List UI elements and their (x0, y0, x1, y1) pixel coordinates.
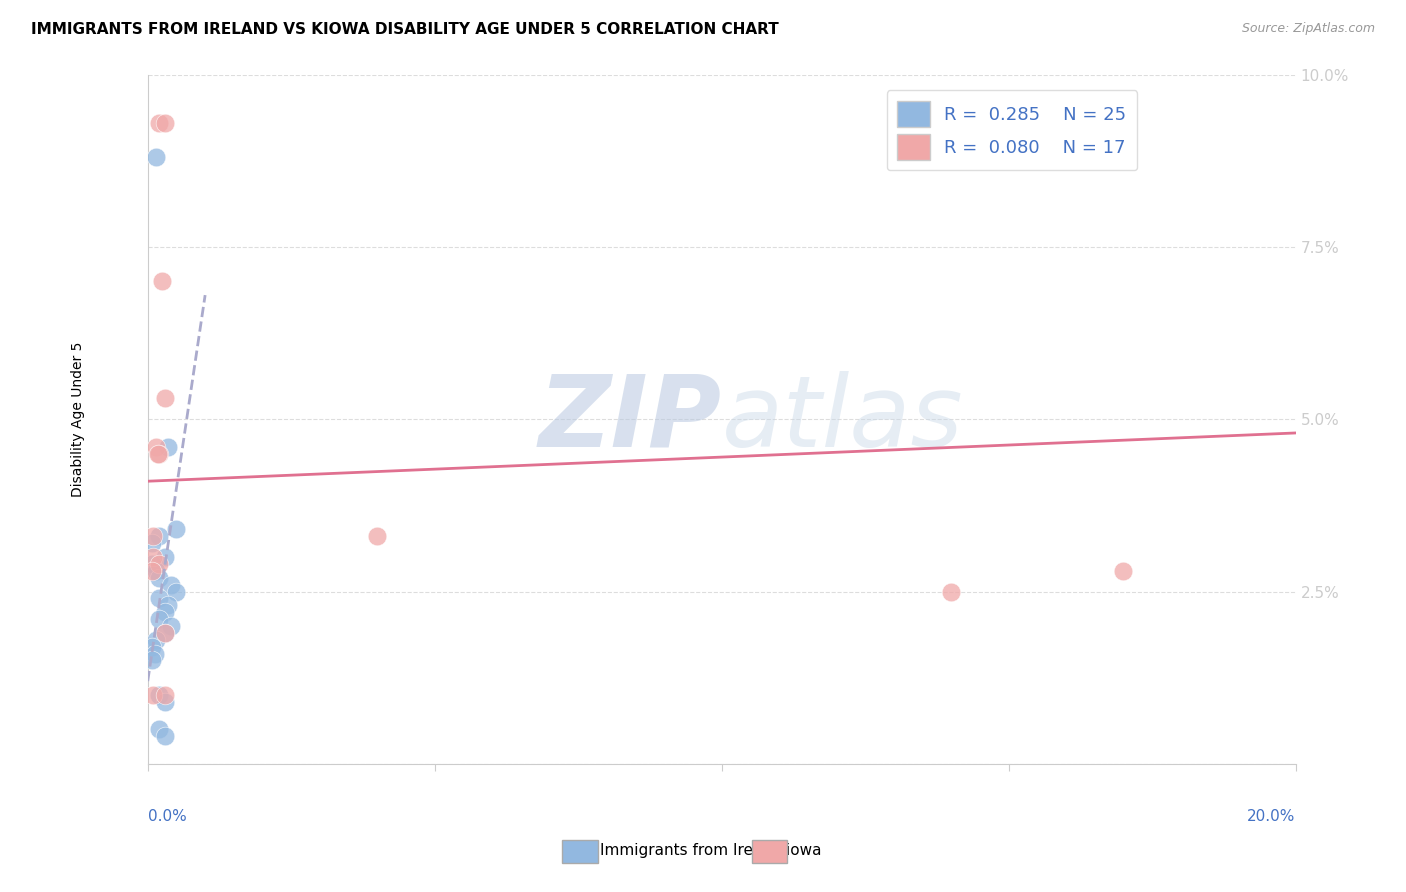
Point (159, 619, 181, 633)
Point (145, 564, 167, 578)
Text: Kiowa: Kiowa (776, 844, 821, 858)
Point (145, 150, 167, 164)
Point (148, 591, 170, 606)
Point (165, 523, 187, 537)
Point (165, 584, 187, 599)
Point (153, 625, 176, 640)
Point (156, 599, 179, 613)
Point (146, 447, 169, 461)
Legend: R =  0.285    N = 25, R =  0.080    N = 17: R = 0.285 N = 25, R = 0.080 N = 17 (887, 90, 1137, 170)
Point (148, 571, 170, 585)
Text: Immigrants from Ireland: Immigrants from Ireland (600, 844, 786, 858)
Point (159, 577, 181, 591)
Point (156, 440, 179, 454)
Point (143, 647, 166, 661)
Point (148, 688, 170, 702)
Point (1112, 564, 1135, 578)
Point (148, 116, 170, 130)
Point (150, 274, 173, 288)
Text: atlas: atlas (721, 371, 963, 467)
Point (148, 612, 170, 626)
Point (148, 447, 170, 461)
Point (153, 392, 176, 406)
Point (141, 536, 163, 550)
Point (153, 729, 176, 743)
Y-axis label: Disability Age Under 5: Disability Age Under 5 (72, 342, 86, 497)
Point (141, 564, 163, 578)
Point (141, 653, 163, 667)
Point (145, 632, 167, 647)
Point (941, 584, 963, 599)
Text: 20.0%: 20.0% (1247, 809, 1295, 823)
Point (148, 723, 170, 737)
Point (148, 557, 170, 571)
Point (153, 605, 176, 619)
Point (145, 440, 167, 454)
Point (153, 116, 176, 130)
Point (148, 529, 170, 543)
Text: ZIP: ZIP (538, 371, 721, 467)
Point (153, 549, 176, 564)
Point (366, 529, 388, 543)
Text: 0.0%: 0.0% (148, 809, 187, 823)
Text: Source: ZipAtlas.com: Source: ZipAtlas.com (1241, 22, 1375, 36)
Text: IMMIGRANTS FROM IRELAND VS KIOWA DISABILITY AGE UNDER 5 CORRELATION CHART: IMMIGRANTS FROM IRELAND VS KIOWA DISABIL… (31, 22, 779, 37)
Point (153, 625, 176, 640)
Point (141, 557, 163, 571)
Point (141, 640, 163, 654)
Point (153, 688, 176, 702)
Point (153, 695, 176, 709)
Point (142, 688, 165, 702)
Point (142, 549, 165, 564)
Point (142, 529, 165, 543)
